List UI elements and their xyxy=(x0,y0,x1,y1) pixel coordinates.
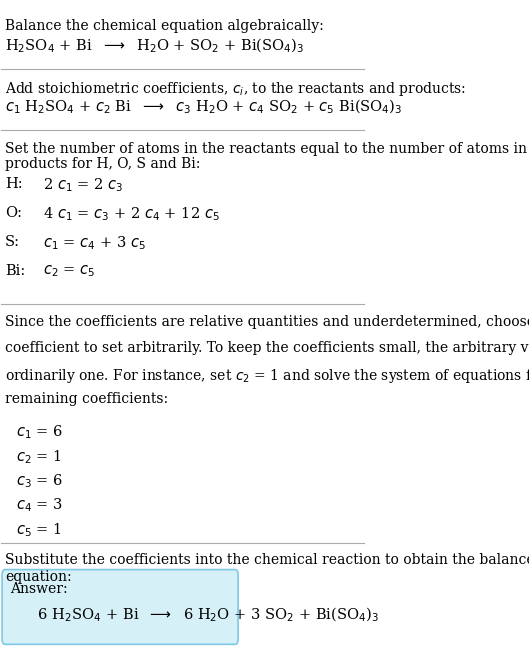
Text: H$_2$SO$_4$ + Bi  $\longrightarrow$  H$_2$O + SO$_2$ + Bi(SO$_4$)$_3$: H$_2$SO$_4$ + Bi $\longrightarrow$ H$_2$… xyxy=(5,37,304,55)
Text: Since the coefficients are relative quantities and underdetermined, choose a: Since the coefficients are relative quan… xyxy=(5,315,529,329)
Text: coefficient to set arbitrarily. To keep the coefficients small, the arbitrary va: coefficient to set arbitrarily. To keep … xyxy=(5,341,529,355)
Text: Answer:: Answer: xyxy=(11,582,68,597)
Text: H:: H: xyxy=(5,177,23,191)
Text: Set the number of atoms in the reactants equal to the number of atoms in the: Set the number of atoms in the reactants… xyxy=(5,142,529,156)
Text: O:: O: xyxy=(5,206,22,219)
Text: Add stoichiometric coefficients, $c_i$, to the reactants and products:: Add stoichiometric coefficients, $c_i$, … xyxy=(5,80,466,98)
Text: products for H, O, S and Bi:: products for H, O, S and Bi: xyxy=(5,157,200,171)
Text: $c_5$ = 1: $c_5$ = 1 xyxy=(16,521,61,539)
Text: Substitute the coefficients into the chemical reaction to obtain the balanced: Substitute the coefficients into the che… xyxy=(5,553,529,567)
Text: $c_2$ = $c_5$: $c_2$ = $c_5$ xyxy=(34,263,96,280)
Text: 6 H$_2$SO$_4$ + Bi  $\longrightarrow$  6 H$_2$O + 3 SO$_2$ + Bi(SO$_4$)$_3$: 6 H$_2$SO$_4$ + Bi $\longrightarrow$ 6 H… xyxy=(11,606,379,624)
Text: Bi:: Bi: xyxy=(5,263,25,278)
Text: $c_3$ = 6: $c_3$ = 6 xyxy=(16,472,63,490)
Text: 2 $c_1$ = 2 $c_3$: 2 $c_1$ = 2 $c_3$ xyxy=(34,177,123,194)
Text: Balance the chemical equation algebraically:: Balance the chemical equation algebraica… xyxy=(5,19,324,34)
Text: 4 $c_1$ = $c_3$ + 2 $c_4$ + 12 $c_5$: 4 $c_1$ = $c_3$ + 2 $c_4$ + 12 $c_5$ xyxy=(34,206,220,223)
Text: $c_1$ = 6: $c_1$ = 6 xyxy=(16,423,63,441)
Text: equation:: equation: xyxy=(5,569,71,584)
Text: $c_1$ H$_2$SO$_4$ + $c_2$ Bi  $\longrightarrow$  $c_3$ H$_2$O + $c_4$ SO$_2$ + $: $c_1$ H$_2$SO$_4$ + $c_2$ Bi $\longright… xyxy=(5,98,403,116)
Text: remaining coefficients:: remaining coefficients: xyxy=(5,393,168,406)
Text: $c_1$ = $c_4$ + 3 $c_5$: $c_1$ = $c_4$ + 3 $c_5$ xyxy=(34,235,146,252)
FancyBboxPatch shape xyxy=(2,569,238,644)
Text: $c_2$ = 1: $c_2$ = 1 xyxy=(16,448,61,466)
Text: S:: S: xyxy=(5,235,20,248)
Text: $c_4$ = 3: $c_4$ = 3 xyxy=(16,497,63,514)
Text: ordinarily one. For instance, set $c_2$ = 1 and solve the system of equations fo: ordinarily one. For instance, set $c_2$ … xyxy=(5,367,529,385)
